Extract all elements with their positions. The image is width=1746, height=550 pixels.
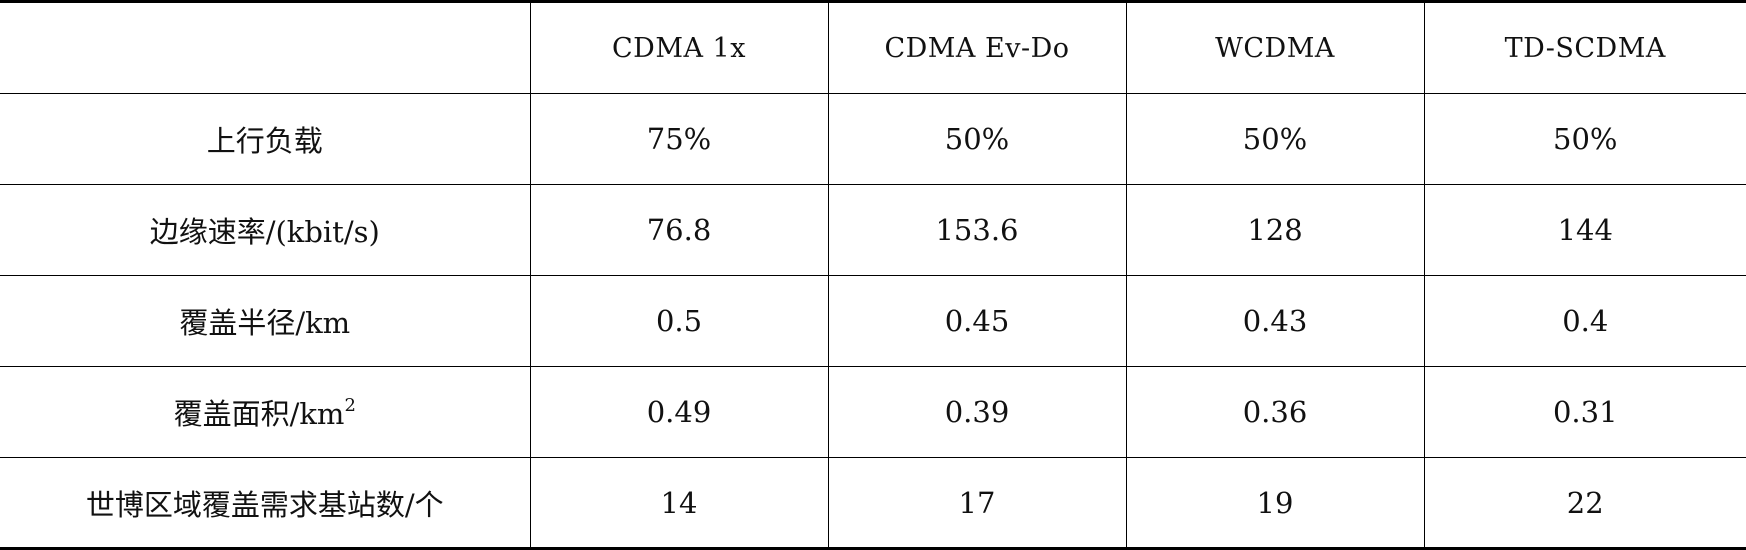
row-label-uplink-load: 上行负载 <box>0 93 531 185</box>
table-row: 边缘速率/(kbit/s) 76.8 153.6 128 144 <box>0 184 1746 276</box>
table-cell: 144 <box>1423 184 1746 276</box>
table-row: 覆盖半径/km 0.5 0.45 0.43 0.4 <box>0 275 1746 367</box>
table-cell: 0.5 <box>529 275 829 367</box>
table-cell: 0.45 <box>827 275 1127 367</box>
table-cell: 0.4 <box>1423 275 1746 367</box>
table-row: 上行负载 75% 50% 50% 50% <box>0 93 1746 185</box>
header-row: CDMA 1x CDMA Ev-Do WCDMA TD-SCDMA <box>0 3 1746 94</box>
table-cell: 19 <box>1125 457 1425 548</box>
table-cell: 0.39 <box>827 366 1127 458</box>
table-cell: 75% <box>529 93 829 185</box>
header-cell-cdma-evdo: CDMA Ev-Do <box>827 3 1127 94</box>
header-cell-wcdma: WCDMA <box>1125 3 1425 94</box>
row-label-coverage-area: 覆盖面积/km2 <box>0 366 531 458</box>
table-cell: 17 <box>827 457 1127 548</box>
table-cell: 128 <box>1125 184 1425 276</box>
table-cell: 22 <box>1423 457 1746 548</box>
superscript: 2 <box>344 395 356 417</box>
header-cell-td-scdma: TD-SCDMA <box>1423 3 1746 94</box>
table-cell: 50% <box>827 93 1127 185</box>
table-cell: 0.31 <box>1423 366 1746 458</box>
table-cell: 50% <box>1423 93 1746 185</box>
table-cell: 0.49 <box>529 366 829 458</box>
header-cell-empty <box>0 3 531 94</box>
table-cell: 50% <box>1125 93 1425 185</box>
row-label-coverage-radius: 覆盖半径/km <box>0 275 531 367</box>
comparison-table: CDMA 1x CDMA Ev-Do WCDMA TD-SCDMA 上行负载 7… <box>0 3 1746 548</box>
table-row: 世博区域覆盖需求基站数/个 14 17 19 22 <box>0 457 1746 548</box>
table-row: 覆盖面积/km2 0.49 0.39 0.36 0.31 <box>0 366 1746 458</box>
row-label-text: 覆盖面积/km <box>173 397 345 431</box>
row-label-edge-rate: 边缘速率/(kbit/s) <box>0 184 531 276</box>
table-cell: 0.36 <box>1125 366 1425 458</box>
header-cell-cdma-1x: CDMA 1x <box>529 3 829 94</box>
table-cell: 14 <box>529 457 829 548</box>
table-cell: 76.8 <box>529 184 829 276</box>
table-cell: 153.6 <box>827 184 1127 276</box>
table-cell: 0.43 <box>1125 275 1425 367</box>
row-label-base-station-count: 世博区域覆盖需求基站数/个 <box>0 457 531 548</box>
